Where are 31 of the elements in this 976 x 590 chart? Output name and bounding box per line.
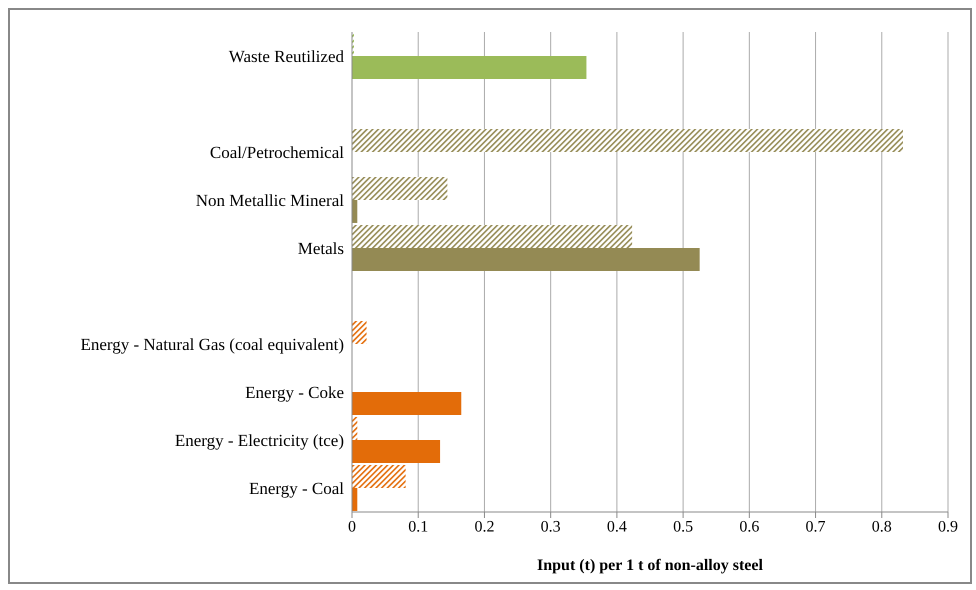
- bar: [352, 320, 367, 344]
- x-tick-label: 0.7: [806, 518, 826, 536]
- bar: [352, 224, 632, 248]
- y-tick-label: Metals: [298, 239, 344, 258]
- x-tick-label: 0.4: [606, 518, 627, 536]
- bar: [352, 128, 903, 152]
- bar: [352, 488, 358, 511]
- bar: [352, 200, 358, 223]
- bar: [352, 248, 700, 271]
- y-tick-label: Non Metallic Mineral: [196, 191, 344, 210]
- x-axis-title: Input (t) per 1 t of non-alloy steel: [537, 557, 764, 574]
- bar: [352, 392, 462, 415]
- x-tick-label: 0.5: [673, 518, 694, 536]
- x-tick-label: 0.1: [408, 518, 428, 536]
- y-tick-label: Energy - Coke: [245, 383, 344, 402]
- y-tick-label: Energy - Coal: [248, 479, 344, 498]
- x-tick-label: 0.8: [872, 518, 892, 536]
- x-tick-label: 0.9: [938, 518, 958, 536]
- y-tick-label: Energy - Electricity (tce): [174, 431, 344, 450]
- bar: [352, 176, 448, 200]
- bar: [352, 416, 358, 440]
- bar: [352, 440, 440, 463]
- x-tick-label: 0.3: [540, 518, 561, 536]
- bar: [352, 464, 406, 488]
- x-tick-label: 0.6: [739, 518, 760, 536]
- x-tick-label: 0: [348, 518, 356, 536]
- x-tick-label: 0.2: [474, 518, 494, 536]
- y-tick-label: Coal/Petrochemical: [210, 143, 344, 162]
- y-tick-label: Energy - Natural Gas (coal equivalent): [80, 335, 344, 354]
- bar: [352, 56, 586, 79]
- y-tick-label: Waste Reutilized: [228, 47, 344, 66]
